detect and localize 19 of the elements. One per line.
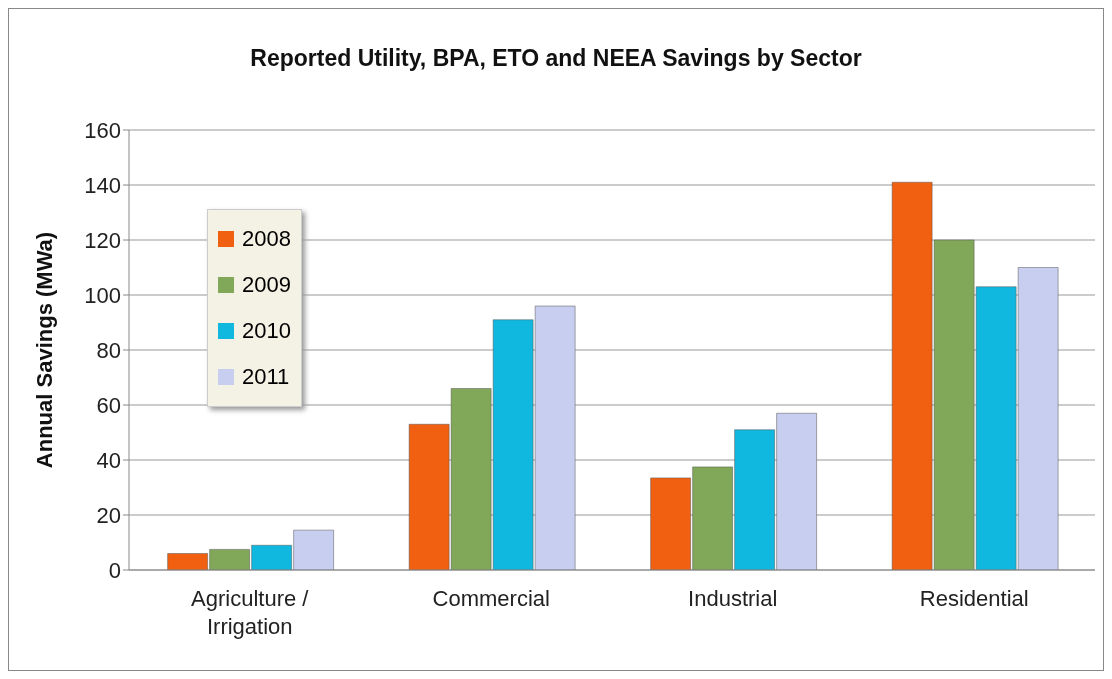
y-tick-label: 120	[84, 227, 121, 253]
x-tick-label: Agriculture / Irrigation	[191, 586, 310, 639]
x-tick-label: Industrial	[688, 586, 778, 611]
y-axis-title: Annual Savings (MWa)	[31, 231, 57, 469]
y-tick-label: 60	[96, 392, 121, 418]
chart-title: Reported Utility, BPA, ETO and NEEA Savings by Sector	[249, 45, 863, 72]
y-tick-label: 160	[84, 117, 121, 143]
x-tick-label: Commercial	[432, 586, 550, 611]
legend-label: 2010	[242, 318, 291, 344]
y-tick-label: 40	[96, 447, 121, 473]
y-tick-label: 140	[84, 172, 121, 198]
legend-label: 2009	[242, 272, 291, 298]
legend-label: 2011	[242, 364, 290, 390]
y-tick-label: 100	[84, 282, 121, 308]
legend-label: 2008	[242, 226, 291, 252]
y-tick-label: 20	[96, 502, 121, 528]
x-tick-label: Residential	[919, 586, 1029, 611]
y-tick-label: 80	[96, 337, 121, 363]
y-tick-label: 0	[108, 557, 121, 583]
